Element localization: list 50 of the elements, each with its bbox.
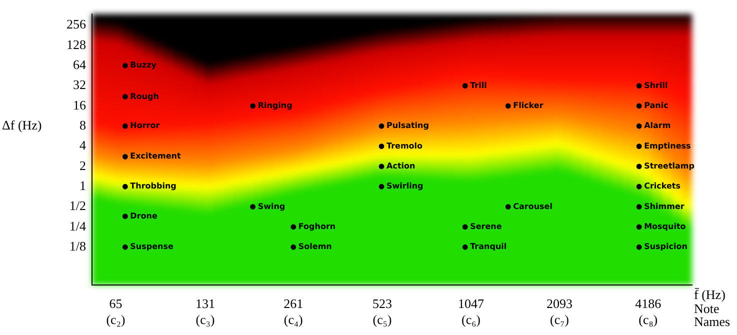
y-tick-label: 1/2 [69,198,86,214]
y-tick-label: 128 [66,36,86,52]
annotation: Swirling [386,182,424,191]
annotation: Throbbing [130,182,177,191]
y-tick-label: 256 [66,16,86,32]
y-tick-label: 64 [73,57,86,72]
annotation: Shrill [644,80,668,90]
x-tick-label: 523 (c₅) [372,296,392,327]
annotation: Tranquil [470,242,507,252]
y-tick-label: 4 [80,138,86,153]
annotation: Pulsating [386,121,430,130]
x-tick-label: 65 (c₂) [106,296,126,327]
annotation: Shimmer [644,202,684,211]
annotation: Carousel [513,202,553,211]
annotation: Excitement [130,152,181,161]
x-tick-label: 2093 (c₇) [546,296,573,327]
annotation: Ringing [258,101,293,110]
y-axis-title: Δf (Hz) [2,118,42,133]
annotation: Mosquito [644,222,686,232]
annotation: Foghorn [298,222,336,232]
annotation: Rough [130,92,160,101]
y-tick-label: 16 [73,97,86,112]
annotation: Suspense [130,242,174,252]
y-tick-label: 8 [80,118,86,133]
y-tick-label: 1/8 [69,238,86,254]
x-tick-label: 131 (c₃) [196,296,216,327]
annotation: Trill [470,80,488,90]
x-tick-label: 1047 (c₆) [458,296,484,327]
y-tick-label: 1/4 [69,218,86,234]
annotation: Action [386,162,416,171]
annotation: Serene [470,222,502,232]
annotation: Solemn [298,242,332,252]
y-tick-label: 32 [73,77,86,92]
annotation: Swing [258,202,286,211]
annotation: Crickets [644,182,681,191]
annotation: Drone [130,211,158,220]
text: Note Names [694,300,730,329]
annotation: Flicker [513,101,544,110]
y-tick-label: 2 [80,158,86,173]
annotation: Tremolo [386,141,424,150]
annotation: Suspicion [644,242,688,252]
annotation: Panic [644,101,669,110]
annotation: Alarm [644,121,671,130]
x-tick-label: 261 (c₄) [284,296,304,327]
annotation: Buzzy [130,60,158,70]
x-tick-label: 4186 (c₈) [635,296,662,327]
annotation: Emptiness [644,141,692,150]
x-axis-title: f̄ (Hz) [694,286,726,302]
annotation: Horror [130,121,160,130]
y-tick-label: 1 [80,178,86,194]
